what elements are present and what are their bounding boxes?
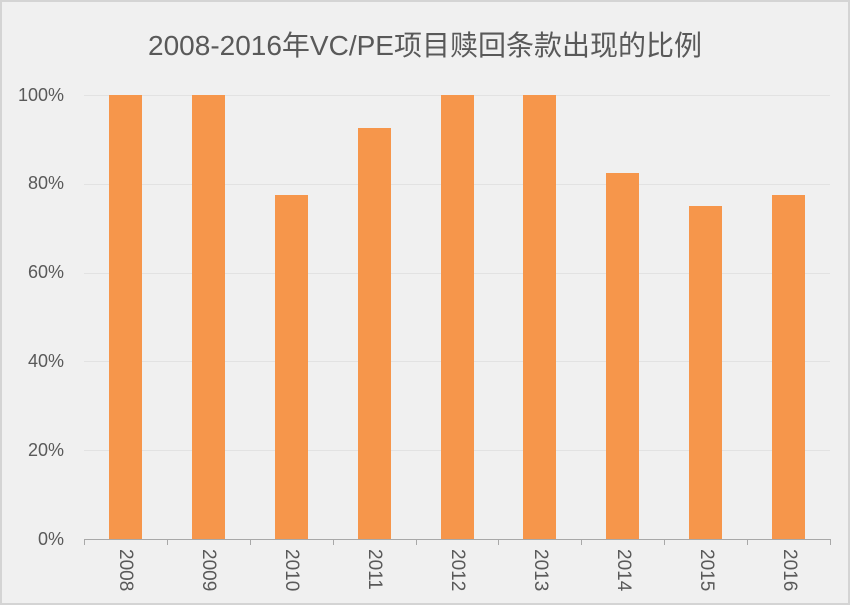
bar-2014 [606,173,639,539]
x-axis-tick [498,539,499,545]
x-axis-tick [830,539,831,545]
x-axis-tick [333,539,334,545]
bar-2010 [275,195,308,539]
bar-2015 [689,206,722,539]
x-axis-label-2015: 2015 [696,549,717,592]
x-axis-tick [250,539,251,545]
y-axis-label-100pct: 100% [17,85,64,105]
x-axis-label-2009: 2009 [198,549,219,592]
y-axis-label-40pct: 40% [27,351,64,371]
y-axis-label-0pct: 0% [37,529,64,549]
x-axis-line [84,539,830,540]
x-axis-label-2011: 2011 [364,549,385,590]
bar-2009 [192,95,225,539]
x-axis-label-2012: 2012 [447,549,468,592]
bar-2011 [358,128,391,539]
x-axis-label-2008: 2008 [115,549,136,592]
y-axis-label-60pct: 60% [27,262,64,282]
x-axis-tick [664,539,665,545]
bar-2016 [772,195,805,539]
x-axis-tick [581,539,582,545]
x-axis-tick [416,539,417,545]
x-axis-label-2014: 2014 [613,549,634,592]
x-axis-tick [84,539,85,545]
bar-2013 [523,95,556,539]
bar-2012 [441,95,474,539]
y-axis-label-20pct: 20% [27,440,64,460]
x-axis-label-2016: 2016 [779,549,800,592]
x-axis-label-2013: 2013 [530,549,551,592]
y-axis-label-80pct: 80% [27,173,64,193]
chart-title: 2008-2016年VC/PE项目赎回条款出现的比例 [148,30,702,61]
x-axis-tick [167,539,168,545]
x-axis-label-2010: 2010 [281,549,302,592]
bar-2008 [109,95,142,539]
x-axis-tick [747,539,748,545]
